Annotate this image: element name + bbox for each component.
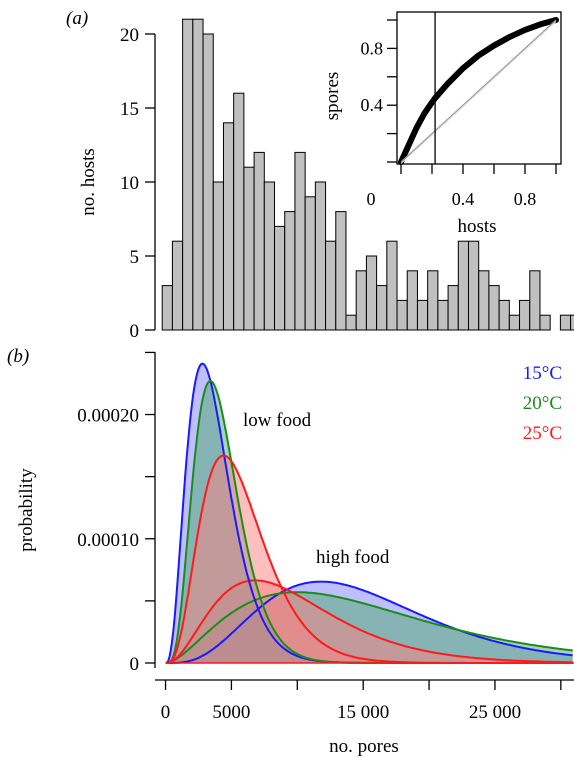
histogram-bar bbox=[161, 285, 173, 331]
histogram-bar bbox=[416, 299, 429, 331]
histogram-bar bbox=[192, 18, 204, 331]
histogram-bar bbox=[529, 270, 541, 331]
density-line bbox=[165, 579, 573, 664]
histogram-bar bbox=[447, 285, 459, 331]
density-x-ticks: 0 5000 15 000 25 000 bbox=[161, 680, 562, 723]
histogram-bar bbox=[263, 181, 276, 331]
density-y-axis-label: probability bbox=[16, 468, 37, 552]
inset-x-tick-label: 0.8 bbox=[514, 189, 537, 209]
density-x-axis-label: no. pores bbox=[329, 736, 399, 757]
histogram-bar bbox=[355, 270, 367, 331]
low-food-annotation: low food bbox=[243, 410, 312, 431]
histogram-bar bbox=[406, 270, 418, 331]
histogram-bar bbox=[345, 314, 357, 331]
density-y-tick-label: 0 bbox=[130, 654, 140, 675]
inset-x-tick-label: 0.4 bbox=[452, 189, 475, 209]
density-y-ticks: 0 0.00010 0.00020 bbox=[77, 351, 155, 675]
histogram-bar bbox=[376, 285, 388, 331]
density-y-tick-label: 0.00010 bbox=[77, 530, 139, 551]
density-y-tick-label: 0.00020 bbox=[77, 406, 139, 427]
inset-reference-line bbox=[400, 21, 557, 164]
histogram-y-tick-label: 0 bbox=[130, 321, 140, 342]
histogram-bar bbox=[284, 211, 296, 331]
inset-y-tick-label: 0.4 bbox=[361, 95, 384, 115]
density-x-tick-label: 25 000 bbox=[469, 702, 521, 723]
inset-ticks: 0 0.4 0.8 0.4 0.8 bbox=[361, 19, 557, 209]
histogram-bar bbox=[222, 122, 235, 331]
histogram-bar bbox=[498, 299, 510, 331]
density-x-tick-label: 0 bbox=[161, 702, 171, 723]
high-food-annotation: high food bbox=[316, 547, 390, 568]
histogram-bar bbox=[386, 240, 398, 331]
density-legend: 15°C 20°C 25°C bbox=[523, 363, 562, 444]
histogram-bar bbox=[243, 166, 255, 331]
histogram-y-axis-label: no. hosts bbox=[78, 148, 99, 216]
density-area bbox=[165, 455, 573, 663]
histogram-y-ticks: 0 5 10 15 20 bbox=[120, 25, 155, 342]
histogram-bar bbox=[519, 299, 531, 331]
histogram-bar bbox=[457, 240, 469, 331]
histogram-bar bbox=[202, 33, 214, 331]
histogram-bar bbox=[253, 151, 265, 331]
histogram-bar bbox=[396, 299, 408, 331]
density-line bbox=[165, 591, 573, 664]
histogram-bar bbox=[468, 240, 480, 331]
panel-a-label: (a) bbox=[66, 8, 88, 29]
histogram-bar bbox=[427, 270, 439, 331]
panel-b: (b) 0 0.00010 0.00020 0 5000 15 000 25 000 pr… bbox=[7, 346, 574, 757]
histogram-y-tick-label: 20 bbox=[120, 25, 139, 46]
histogram-y-tick-label: 15 bbox=[120, 99, 139, 120]
panel-b-label: (b) bbox=[7, 346, 29, 367]
histogram-bar bbox=[488, 285, 500, 331]
histogram-y-tick-label: 10 bbox=[120, 173, 139, 194]
histogram-bars bbox=[161, 18, 574, 331]
inset-cumulative-curve bbox=[398, 17, 559, 165]
inset-x-axis-label: hosts bbox=[457, 216, 496, 237]
histogram-bar bbox=[314, 181, 327, 331]
histogram-bar bbox=[274, 225, 286, 331]
legend-item-20c: 20°C bbox=[523, 393, 562, 414]
histogram-bar bbox=[437, 299, 449, 331]
histogram-bar bbox=[335, 211, 347, 331]
histogram-bar bbox=[294, 151, 306, 331]
legend-item-15c: 15°C bbox=[523, 363, 562, 384]
histogram-bar bbox=[233, 92, 245, 331]
histogram-bar bbox=[304, 196, 316, 331]
histogram-bar bbox=[539, 314, 551, 331]
inset-y-tick-label: 0.8 bbox=[361, 38, 384, 58]
histogram-bar bbox=[325, 240, 337, 331]
inset-frame bbox=[396, 11, 562, 165]
histogram-bar bbox=[508, 314, 521, 331]
histogram-bar bbox=[559, 314, 572, 331]
histogram-bar bbox=[182, 18, 194, 331]
density-x-tick-label: 5000 bbox=[212, 702, 250, 723]
inset-x-tick-label: 0 bbox=[367, 189, 376, 209]
legend-item-25c: 25°C bbox=[523, 423, 562, 444]
histogram-bar bbox=[365, 255, 378, 331]
inset-curves bbox=[398, 12, 559, 165]
inset-y-axis-label: spores bbox=[322, 72, 343, 121]
histogram-bar bbox=[171, 240, 184, 331]
histogram-y-tick-label: 5 bbox=[130, 247, 140, 268]
panel-a: (a) 0 5 10 15 20 no. hosts 0 0.4 0.8 0.4 0.8 hos… bbox=[66, 8, 574, 342]
density-curves bbox=[165, 362, 574, 664]
density-x-tick-label: 15 000 bbox=[337, 702, 389, 723]
inset-plot: 0 0.4 0.8 0.4 0.8 hosts spores bbox=[322, 11, 562, 237]
inset-reference-line bbox=[400, 19, 557, 163]
histogram-bar bbox=[570, 314, 574, 331]
histogram-bar bbox=[212, 181, 224, 331]
density-line bbox=[165, 580, 573, 664]
histogram-bar bbox=[478, 270, 490, 331]
